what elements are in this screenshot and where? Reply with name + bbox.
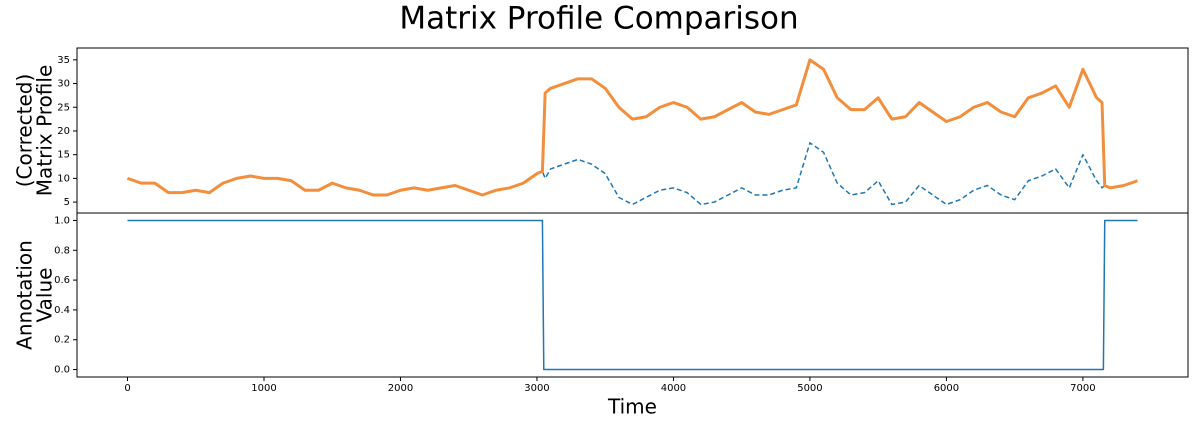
y-tick-label: 20 xyxy=(57,126,70,137)
y-tick-label: 0.8 xyxy=(54,245,70,256)
y-tick-label: 1.0 xyxy=(54,215,70,226)
x-tick-label: 7000 xyxy=(1070,383,1095,394)
data-line xyxy=(127,219,1138,371)
y-axis-label: Value xyxy=(33,268,57,323)
x-tick-label: 3000 xyxy=(524,383,549,394)
x-tick-label: 5000 xyxy=(797,383,822,394)
x-axis-label: Time xyxy=(607,395,657,419)
x-tick-label: 4000 xyxy=(661,383,686,394)
axes-frame xyxy=(76,47,1189,214)
x-tick-label: 2000 xyxy=(388,383,413,394)
y-tick-label: 35 xyxy=(57,55,70,66)
axes-frame xyxy=(76,212,1189,378)
y-axis-label: Matrix Profile xyxy=(33,65,57,197)
y-tick-label: 0.0 xyxy=(54,365,70,376)
data-line xyxy=(127,58,1138,197)
y-tick-label: 0.2 xyxy=(54,335,70,346)
x-tick-label: 6000 xyxy=(934,383,959,394)
x-tick-label: 1000 xyxy=(251,383,276,394)
y-tick-label: 0.6 xyxy=(54,275,70,286)
data-line xyxy=(127,142,1138,206)
y-tick-label: 5 xyxy=(64,197,70,208)
y-tick-label: 15 xyxy=(57,150,70,161)
x-tick-label: 0 xyxy=(124,383,130,394)
y-axis-label: Annotation xyxy=(13,240,37,350)
chart-title: Matrix Profile Comparison xyxy=(399,1,798,37)
y-tick-label: 25 xyxy=(57,102,70,113)
y-tick-label: 30 xyxy=(57,79,70,90)
y-axis-label: (Corrected) xyxy=(13,74,37,188)
y-tick-label: 0.4 xyxy=(54,305,70,316)
y-tick-label: 10 xyxy=(57,173,70,184)
